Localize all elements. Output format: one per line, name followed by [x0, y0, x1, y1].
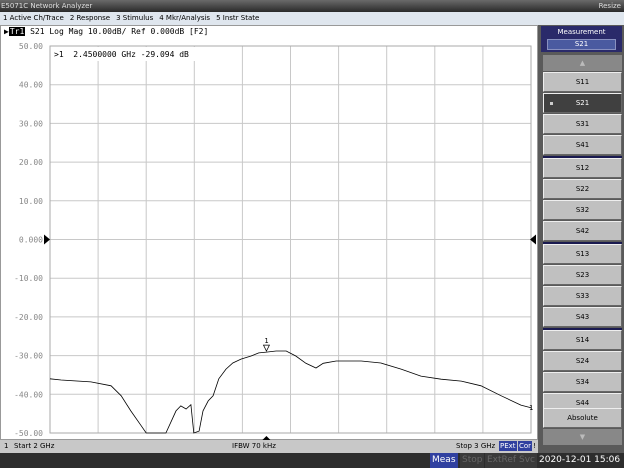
extref-indicator: ExtRef — [485, 453, 519, 468]
trace-plot-panel: 50.00 40.00 30.00 20.00 10.00 0.000 -10.00 -20.… — [0, 25, 539, 441]
y-tick-label: -30.00 — [14, 352, 43, 361]
marker-readout: >1 2.4500000 GHz -29.094 dB — [54, 50, 189, 59]
resize-button[interactable]: Resize — [598, 2, 621, 10]
softkey-panel: Measurement S21 ▲ S11 S21 S31 S41 S12 S22 S32 S… — [538, 25, 624, 453]
channel-number: 1 — [4, 442, 9, 450]
softkey-s24[interactable]: S24 — [543, 351, 622, 371]
y-tick-label: -10.00 — [14, 274, 43, 283]
softkey-s42[interactable]: S42 — [543, 221, 622, 241]
softkey-s41[interactable]: S41 — [543, 135, 622, 155]
y-tick-label: 20.00 — [19, 158, 43, 167]
softkey-s34[interactable]: S34 — [543, 372, 622, 392]
menu-instr-state[interactable]: 5 Instr State — [216, 14, 260, 22]
ifbw[interactable]: IFBW 70 kHz — [232, 442, 276, 450]
meas-indicator: Meas — [430, 453, 458, 468]
y-tick-label: 0.000 — [19, 236, 43, 245]
marker-1-icon — [262, 344, 271, 352]
y-tick-label: 50.00 — [19, 42, 43, 51]
softkey-s32[interactable]: S32 — [543, 200, 622, 220]
measurement-header: Measurement S21 — [541, 26, 622, 52]
softkey-absolute[interactable]: Absolute — [543, 408, 622, 428]
softkey-group-separator — [543, 242, 622, 244]
softkey-s22[interactable]: S22 — [543, 179, 622, 199]
trace-end-label: 1 — [529, 404, 533, 412]
y-tick-label: 10.00 — [19, 197, 43, 206]
softkey-s13[interactable]: S13 — [543, 244, 622, 264]
measurement-title: Measurement — [557, 28, 606, 36]
cor-badge: Cor — [518, 441, 533, 451]
stop-indicator: Stop — [460, 453, 485, 468]
softkey-s43[interactable]: S43 — [543, 307, 622, 327]
softkey-s23[interactable]: S23 — [543, 265, 622, 285]
status-end: ! — [533, 442, 536, 450]
menu-active-ch-trace[interactable]: 1 Active Ch/Trace — [3, 14, 64, 22]
menu-response[interactable]: 2 Response — [69, 14, 111, 22]
y-tick-label: 40.00 — [19, 81, 43, 90]
softkey-group-separator — [543, 156, 622, 158]
stop-frequency[interactable]: Stop 3 GHz — [456, 442, 496, 450]
softkey-s11[interactable]: S11 — [543, 72, 622, 92]
scroll-up-button[interactable]: ▲ — [543, 55, 622, 71]
y-tick-label: 30.00 — [19, 119, 43, 128]
reference-level-right-icon — [530, 234, 536, 245]
measurement-value: S21 — [547, 39, 616, 50]
trace-header: ▶Tr1 S21 Log Mag 10.00dB/ Ref 0.000dB [F… — [4, 27, 209, 36]
y-tick-label: -20.00 — [14, 313, 43, 322]
pext-badge: PExt — [499, 441, 517, 451]
start-frequency[interactable]: Start 2 GHz — [14, 442, 55, 450]
trace-settings: S21 Log Mag 10.00dB/ Ref 0.000dB [F2] — [25, 27, 209, 36]
trace-chart[interactable]: 50.00 40.00 30.00 20.00 10.00 0.000 -10.00 -20.… — [1, 26, 539, 441]
reference-level-left-icon — [44, 234, 50, 245]
datetime: 2020-12-01 15:06 — [539, 455, 621, 465]
instrument-status-bar: Meas Stop ExtRef Svc 2020-12-01 15:06 — [0, 453, 624, 468]
softkey-s31[interactable]: S31 — [543, 114, 622, 134]
menu-bar: 1 Active Ch/Trace 2 Response 3 Stimulus … — [0, 12, 624, 25]
softkey-s14[interactable]: S14 — [543, 330, 622, 350]
window-title: E5071C Network Analyzer — [1, 2, 93, 10]
softkey-s33[interactable]: S33 — [543, 286, 622, 306]
y-tick-label: -50.00 — [14, 429, 43, 438]
scroll-down-button[interactable]: ▼ — [543, 429, 622, 445]
y-tick-label: -40.00 — [14, 390, 43, 399]
stimulus-marker-icon — [261, 436, 272, 441]
window-title-bar: E5071C Network Analyzer Resize — [0, 0, 624, 12]
menu-stimulus[interactable]: 3 Stimulus — [116, 14, 154, 22]
trace-badge[interactable]: Tr1 — [8, 27, 26, 36]
channel-status-bar: 1 Start 2 GHz IFBW 70 kHz Stop 3 GHz PEx… — [0, 440, 538, 453]
softkey-group-separator — [543, 328, 622, 330]
marker-readout-background — [51, 47, 209, 61]
marker-1-label: 1 — [264, 337, 268, 345]
trace-line-s21 — [49, 350, 532, 434]
svc-indicator: Svc — [517, 453, 537, 468]
menu-mkr-analysis[interactable]: 4 Mkr/Analysis — [159, 14, 211, 22]
softkey-s21[interactable]: S21 — [543, 93, 622, 113]
softkey-s12[interactable]: S12 — [543, 158, 622, 178]
